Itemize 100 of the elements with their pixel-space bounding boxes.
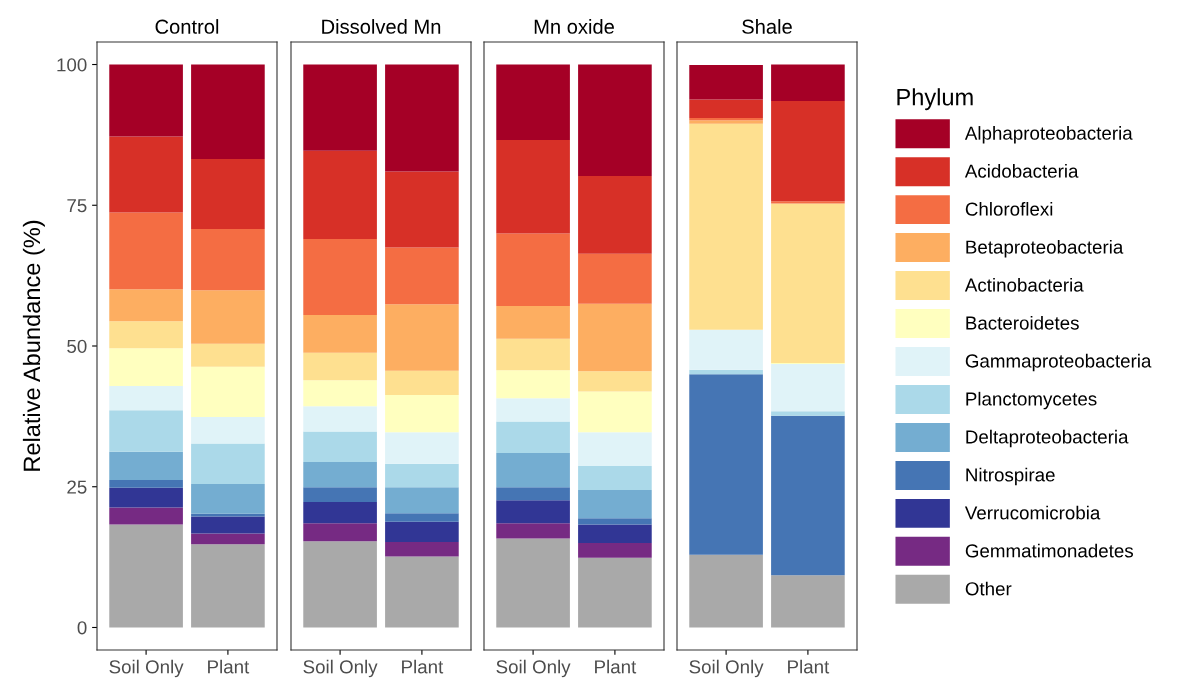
legend-label: Deltaproteobacteria	[966, 429, 1129, 448]
bar	[771, 575, 845, 628]
y-axis-title: Relative Abundance (%)	[22, 220, 45, 471]
bar	[191, 64, 265, 160]
bar	[771, 64, 845, 102]
bar	[385, 513, 459, 522]
bar	[496, 398, 570, 422]
bar	[496, 487, 570, 501]
bar	[496, 421, 570, 453]
bar	[578, 432, 652, 466]
bar	[689, 329, 763, 370]
bar	[385, 487, 459, 514]
bar	[578, 543, 652, 558]
bar	[578, 303, 652, 372]
x-tick-label: Soil Only	[109, 659, 184, 678]
bar	[191, 343, 265, 367]
bar	[385, 394, 459, 433]
bar	[385, 64, 459, 172]
bar	[689, 99, 763, 118]
legend-label: Acidobacteria	[964, 164, 1079, 178]
x-tick-label: Plant	[788, 659, 830, 674]
bar	[303, 239, 377, 316]
bar	[578, 253, 652, 304]
bar	[689, 374, 763, 555]
bar	[689, 65, 763, 100]
bar	[578, 465, 652, 491]
bar	[771, 411, 845, 416]
bar	[771, 415, 845, 576]
bar	[109, 64, 183, 137]
bar	[303, 523, 377, 542]
chart-title: Mn oxide	[534, 19, 614, 34]
bar	[109, 136, 183, 213]
bar	[496, 370, 570, 399]
bar	[109, 524, 183, 628]
bar	[496, 233, 570, 307]
bar	[303, 487, 377, 502]
bar	[191, 159, 265, 229]
bar	[578, 371, 652, 392]
x-tick-label: Soil Only	[496, 659, 571, 678]
y-tick-label: 25	[67, 480, 87, 494]
bar	[109, 321, 183, 349]
bar	[109, 410, 183, 452]
bar	[109, 385, 183, 411]
bar	[303, 352, 377, 381]
legend-label: Chloroflexi	[965, 202, 1053, 216]
bar	[496, 338, 570, 371]
bar	[191, 290, 265, 344]
bar	[191, 228, 265, 291]
x-tick-label: Soil Only	[689, 659, 764, 678]
legend-label: Other	[965, 581, 1012, 596]
bar	[191, 443, 265, 484]
bar	[385, 432, 459, 464]
bar	[496, 500, 570, 524]
legend-label: Verrucomicrobia	[964, 505, 1101, 520]
bar	[303, 64, 377, 151]
bar	[496, 64, 570, 140]
bar	[303, 431, 377, 462]
x-tick-label: Plant	[595, 659, 637, 674]
bar	[385, 304, 459, 371]
bar	[303, 150, 377, 240]
legend-label: Gammaproteobacteria	[965, 353, 1152, 372]
bar	[385, 556, 459, 628]
bar	[496, 538, 570, 628]
bar	[496, 452, 570, 488]
bar	[771, 201, 845, 204]
bar	[109, 479, 183, 488]
bar	[109, 451, 183, 480]
chart-title: Shale	[742, 19, 792, 34]
bar	[303, 461, 377, 488]
legend-label: Alphaproteobacteria	[964, 126, 1133, 144]
bar	[109, 212, 183, 290]
bar	[578, 175, 652, 254]
bar	[191, 533, 265, 545]
chart-title: Dissolved Mn	[322, 19, 441, 34]
x-tick-label: Soil Only	[303, 659, 378, 678]
legend-label: Bacteroidetes	[966, 315, 1079, 330]
bar	[191, 483, 265, 514]
y-tick-label: 75	[67, 199, 87, 213]
bar	[191, 513, 265, 517]
bar	[385, 463, 459, 488]
bar	[191, 544, 265, 628]
legend-title: Phylum	[897, 88, 973, 111]
y-tick-label: 100	[57, 58, 87, 72]
x-tick-label: Plant	[208, 659, 250, 674]
chart-title: Control	[155, 19, 219, 34]
bar	[191, 366, 265, 417]
y-tick-label: 50	[67, 339, 87, 353]
bar	[303, 541, 377, 628]
bar	[303, 315, 377, 353]
legend-label: Betaproteobacteria	[966, 239, 1124, 258]
bar	[385, 541, 459, 557]
bar	[303, 406, 377, 432]
bar	[689, 123, 763, 330]
bar	[385, 521, 459, 542]
bar	[771, 101, 845, 202]
bar	[771, 203, 845, 363]
bar	[578, 524, 652, 544]
bar	[385, 247, 459, 305]
bar	[689, 554, 763, 628]
bar	[578, 490, 652, 519]
